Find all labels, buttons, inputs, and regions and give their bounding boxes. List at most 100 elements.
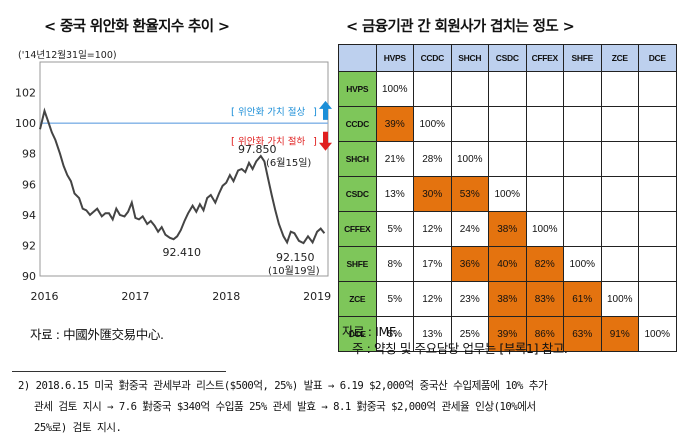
y-tick-label: 94 bbox=[22, 209, 36, 222]
bracket-left: [ bbox=[231, 107, 235, 118]
matrix-cell: 5% bbox=[375, 281, 414, 317]
matrix-cell bbox=[563, 71, 602, 107]
appreciation-label: 위안화 가치 절상 bbox=[238, 106, 305, 118]
footnote-divider bbox=[12, 371, 226, 372]
depreciation-label: 위안화 가치 절하 bbox=[238, 136, 305, 148]
matrix-cell bbox=[563, 211, 602, 247]
matrix-cell: 38% bbox=[488, 281, 527, 317]
column-header-cffex: CFFEX bbox=[525, 44, 564, 72]
row-header-shfe: SHFE bbox=[338, 246, 377, 282]
matrix-cell: 100% bbox=[375, 71, 414, 107]
matrix-cell: 63% bbox=[563, 316, 602, 352]
bracket-right: ] bbox=[313, 137, 317, 148]
peak-value-label: 97.850 bbox=[238, 143, 277, 156]
matrix-cell: 28% bbox=[413, 141, 452, 177]
matrix-cell bbox=[638, 176, 677, 212]
down-arrow-shape bbox=[319, 131, 332, 151]
matrix-cell: 82% bbox=[525, 246, 564, 282]
matrix-cell: 38% bbox=[488, 211, 527, 247]
bracket-right: ] bbox=[313, 107, 317, 118]
appreciation-label-box bbox=[229, 102, 321, 119]
right-source-note: 자료 : IMF. bbox=[342, 324, 398, 339]
matrix-cell: 61% bbox=[563, 281, 602, 317]
matrix-cell: 25% bbox=[450, 316, 489, 352]
footnote-line-3: 25%로) 검토 지시. bbox=[34, 422, 122, 434]
base-note: ('14년12월31일=100) bbox=[18, 49, 117, 61]
footnote-line-1: 2) 2018.6.15 미국 對중국 관세부과 리스트($500억, 25%)… bbox=[18, 380, 548, 392]
y-tick-label: 96 bbox=[22, 178, 36, 191]
matrix-cell bbox=[638, 106, 677, 142]
matrix-cell bbox=[525, 141, 564, 177]
matrix-cell bbox=[488, 141, 527, 177]
matrix-cell bbox=[600, 141, 639, 177]
y-tick-label: 92 bbox=[22, 239, 36, 252]
row-header-cffex: CFFEX bbox=[338, 211, 377, 247]
up-arrow-shape bbox=[319, 100, 332, 120]
up-arrow-icon bbox=[319, 100, 332, 120]
right-footnote-note: 주 : 약칭 및 주요담당 업무는 [부록1] 참고. bbox=[352, 341, 568, 356]
down-arrow-icon bbox=[319, 131, 332, 151]
matrix-cell: 83% bbox=[525, 281, 564, 317]
row-header-zce: ZCE bbox=[338, 281, 377, 317]
matrix-cell bbox=[450, 71, 489, 107]
matrix-cell: 39% bbox=[375, 106, 414, 142]
row-header-hvps: HVPS bbox=[338, 71, 377, 107]
bracket-left: [ bbox=[231, 137, 235, 148]
row-header-shch: SHCH bbox=[338, 141, 377, 177]
matrix-cell: 12% bbox=[413, 211, 452, 247]
column-header-zce: ZCE bbox=[600, 44, 639, 72]
matrix-cell bbox=[638, 71, 677, 107]
matrix-cell: 36% bbox=[450, 246, 489, 282]
column-header-shfe: SHFE bbox=[563, 44, 602, 72]
y-tick-label: 98 bbox=[22, 148, 36, 161]
matrix-cell bbox=[638, 246, 677, 282]
y-tick-label: 102 bbox=[15, 87, 36, 100]
matrix-cell: 100% bbox=[413, 106, 452, 142]
matrix-cell: 12% bbox=[413, 281, 452, 317]
matrix-cell bbox=[488, 71, 527, 107]
matrix-cell bbox=[600, 176, 639, 212]
y-tick-label: 100 bbox=[15, 117, 36, 130]
low-2017-value-label: 92.410 bbox=[162, 246, 201, 259]
column-header-shch: SHCH bbox=[450, 44, 489, 72]
matrix-cell: 86% bbox=[525, 316, 564, 352]
matrix-cell bbox=[525, 71, 564, 107]
matrix-cell: 21% bbox=[375, 141, 414, 177]
column-header-hvps: HVPS bbox=[375, 44, 414, 72]
row-header-csdc: CSDC bbox=[338, 176, 377, 212]
matrix-cell bbox=[413, 71, 452, 107]
matrix-cell: 100% bbox=[563, 246, 602, 282]
x-tick-label: 2016 bbox=[31, 290, 59, 303]
matrix-cell: 30% bbox=[413, 176, 452, 212]
matrix-cell: 53% bbox=[450, 176, 489, 212]
left-source-note: 자료 : 中國外匯交易中心. bbox=[30, 327, 164, 342]
matrix-cell: 23% bbox=[450, 281, 489, 317]
trough-value-label: 92.150 bbox=[276, 251, 315, 264]
matrix-cell bbox=[450, 106, 489, 142]
matrix-cell bbox=[638, 211, 677, 247]
matrix-cell: 13% bbox=[413, 316, 452, 352]
matrix-cell bbox=[525, 176, 564, 212]
column-header-dce: DCE bbox=[638, 44, 677, 72]
matrix-cell: 100% bbox=[525, 211, 564, 247]
matrix-cell: 13% bbox=[375, 176, 414, 212]
x-tick-label: 2018 bbox=[212, 290, 240, 303]
footnote-line-2: 관세 검토 지시 → 7.6 對중국 $340억 수입품 25% 관세 발효 →… bbox=[34, 401, 536, 413]
matrix-cell: 100% bbox=[450, 141, 489, 177]
right-chart-title: < 금융기관 간 회원사가 겹치는 정도 > bbox=[346, 19, 575, 35]
column-header-csdc: CSDC bbox=[488, 44, 527, 72]
matrix-cell bbox=[600, 106, 639, 142]
matrix-cell: 24% bbox=[450, 211, 489, 247]
trough-date-label: (10월19일) bbox=[268, 265, 320, 277]
matrix-cell bbox=[525, 106, 564, 142]
matrix-cell: 100% bbox=[488, 176, 527, 212]
series-line-rmb-index bbox=[39, 107, 326, 245]
matrix-cell: 17% bbox=[413, 246, 452, 282]
matrix-cell bbox=[638, 141, 677, 177]
peak-date-label: (6월15일) bbox=[266, 157, 311, 169]
matrix-cell bbox=[600, 211, 639, 247]
matrix-cell bbox=[563, 141, 602, 177]
y-tick-label: 90 bbox=[22, 270, 36, 283]
matrix-cell: 100% bbox=[638, 316, 677, 352]
matrix-cell bbox=[600, 246, 639, 282]
